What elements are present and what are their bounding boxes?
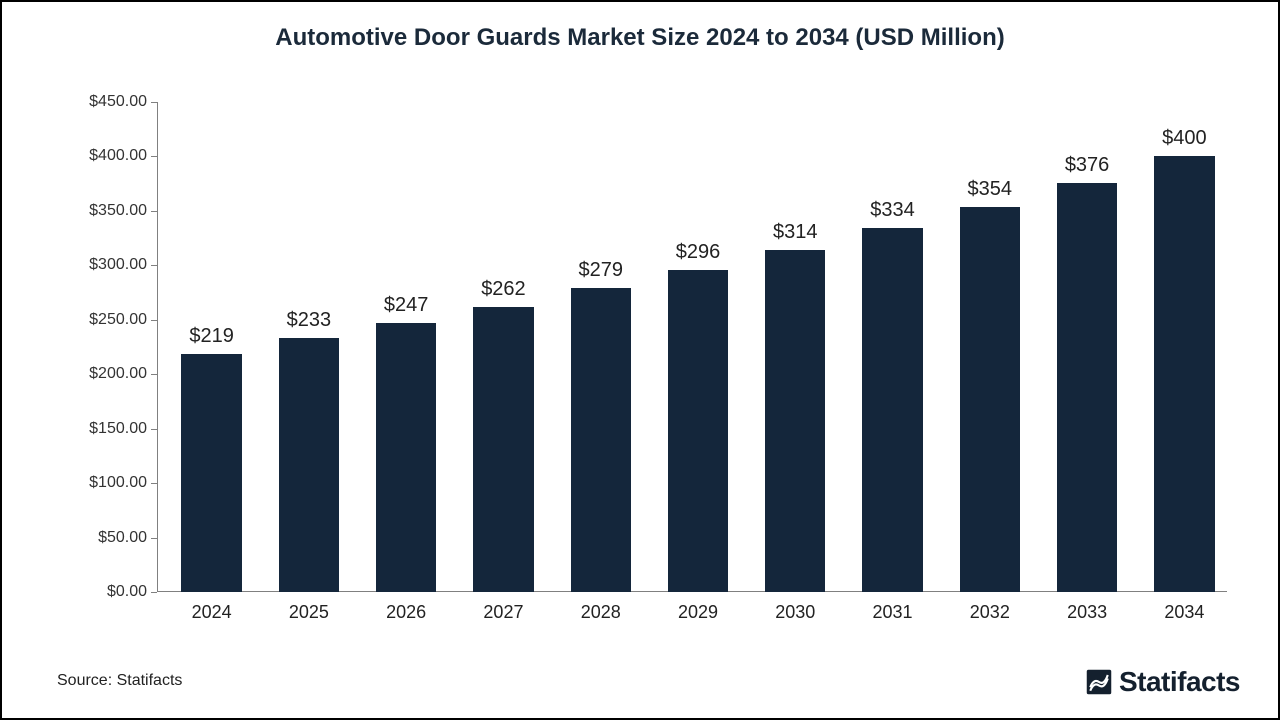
bar-value-label: $314: [765, 221, 825, 250]
x-category-label: 2027: [455, 592, 552, 623]
bar: $233: [279, 338, 339, 592]
plot-area: $219 $233 $247 $262 $279 $296 $314 $334 $354 $376…: [157, 102, 1227, 592]
chart-frame: Automotive Door Guards Market Size 2024 …: [0, 0, 1280, 720]
bar-value-label: $219: [181, 325, 241, 354]
bar-value-label: $354: [960, 178, 1020, 207]
bar: $262: [473, 307, 533, 592]
y-tick-label: $300.00: [89, 256, 157, 274]
bar-value-label: $247: [376, 294, 436, 323]
y-tick-label: $100.00: [89, 474, 157, 492]
bar: $314: [765, 250, 825, 592]
bar: $354: [960, 207, 1020, 592]
x-category-label: 2029: [649, 592, 746, 623]
y-tick-label: $250.00: [89, 311, 157, 329]
bar: $376: [1057, 183, 1117, 592]
x-category-label: 2030: [747, 592, 844, 623]
brand: Statifacts: [1085, 666, 1240, 698]
bar-value-label: $376: [1057, 154, 1117, 183]
brand-logo-icon: [1085, 668, 1113, 696]
brand-text: Statifacts: [1119, 666, 1240, 698]
x-category-label: 2033: [1038, 592, 1135, 623]
y-tick-label: $450.00: [89, 93, 157, 111]
bar-value-label: $233: [279, 309, 339, 338]
bar-value-label: $279: [571, 259, 631, 288]
y-tick-label: $150.00: [89, 420, 157, 438]
x-category-label: 2031: [844, 592, 941, 623]
x-category-label: 2028: [552, 592, 649, 623]
y-tick-label: $200.00: [89, 365, 157, 383]
y-tick-label: $350.00: [89, 202, 157, 220]
x-category-label: 2032: [941, 592, 1038, 623]
bar-value-label: $296: [668, 241, 728, 270]
bars-container: $219 $233 $247 $262 $279 $296 $314 $334 $354 $376…: [157, 102, 1227, 592]
x-category-label: 2026: [358, 592, 455, 623]
bar: $219: [181, 354, 241, 592]
bar-value-label: $334: [862, 199, 922, 228]
chart-title: Automotive Door Guards Market Size 2024 …: [2, 24, 1278, 52]
x-category-label: 2034: [1136, 592, 1233, 623]
y-tick-label: $0.00: [107, 583, 157, 601]
bar: $296: [668, 270, 728, 592]
bar: $400: [1154, 156, 1214, 592]
bar: $247: [376, 323, 436, 592]
source-text: Source: Statifacts: [57, 672, 182, 690]
bar-value-label: $262: [473, 278, 533, 307]
y-tick-label: $50.00: [98, 529, 157, 547]
y-tick-label: $400.00: [89, 147, 157, 165]
bar: $334: [862, 228, 922, 592]
bar: $279: [571, 288, 631, 592]
bar-value-label: $400: [1154, 127, 1214, 156]
x-category-label: 2024: [163, 592, 260, 623]
x-category-label: 2025: [260, 592, 357, 623]
